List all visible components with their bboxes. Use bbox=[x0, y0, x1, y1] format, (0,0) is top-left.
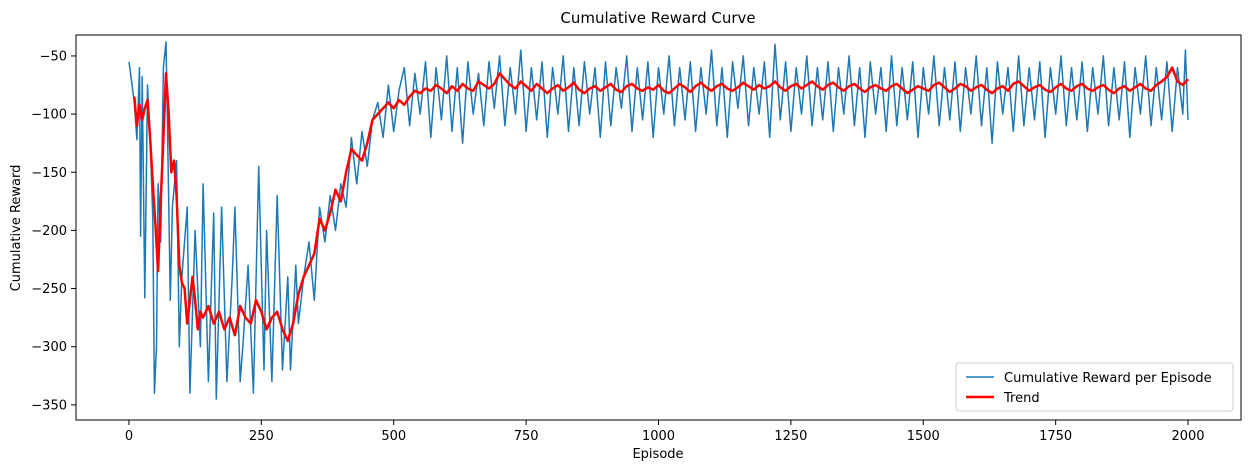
x-tick-label: 500 bbox=[381, 429, 406, 444]
chart-title: Cumulative Reward Curve bbox=[560, 9, 755, 27]
x-tick-label: 750 bbox=[514, 429, 539, 444]
series-line-reward bbox=[128, 41, 1189, 400]
y-tick-label: −50 bbox=[40, 49, 67, 64]
y-tick-label: −350 bbox=[31, 398, 67, 413]
x-tick-label: 1250 bbox=[774, 429, 807, 444]
plot-area bbox=[75, 34, 1242, 421]
x-axis-label: Episode bbox=[632, 447, 683, 462]
axes-frame bbox=[76, 35, 1241, 420]
legend: Cumulative Reward per Episode Trend bbox=[955, 362, 1234, 412]
y-axis-label: Cumulative Reward bbox=[9, 165, 24, 292]
series-layer bbox=[128, 41, 1189, 400]
y-tick-label: −100 bbox=[31, 108, 67, 123]
x-tick-label: 1500 bbox=[907, 429, 940, 444]
x-tick-label: 250 bbox=[249, 429, 274, 444]
y-tick-label: −200 bbox=[31, 224, 67, 239]
x-tick-label: 1000 bbox=[642, 429, 675, 444]
legend-label-reward: Cumulative Reward per Episode bbox=[1004, 371, 1212, 386]
y-axis: −350 −300 −250 −200 −150 −100 −50 bbox=[31, 49, 76, 413]
x-tick-label: 0 bbox=[125, 429, 133, 444]
x-tick-label: 2000 bbox=[1171, 429, 1204, 444]
y-tick-label: −150 bbox=[31, 166, 67, 181]
legend-box bbox=[955, 362, 1234, 412]
y-tick-label: −300 bbox=[31, 340, 67, 355]
x-axis: 0 250 500 750 1000 1250 1500 1750 2000 bbox=[125, 420, 1205, 444]
series-line-trend bbox=[133, 66, 1189, 343]
y-tick-label: −250 bbox=[31, 282, 67, 297]
x-tick-label: 1750 bbox=[1039, 429, 1072, 444]
legend-label-trend: Trend bbox=[1003, 391, 1040, 406]
